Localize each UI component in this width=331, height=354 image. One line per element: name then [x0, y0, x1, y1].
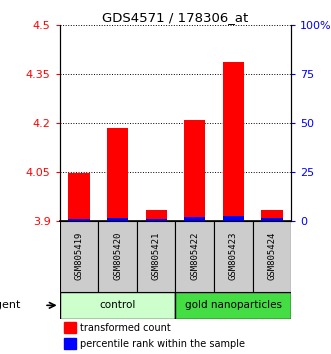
- Bar: [253, 221, 291, 292]
- Text: control: control: [99, 300, 136, 310]
- Bar: [184, 120, 205, 221]
- Bar: [64, 338, 76, 349]
- Bar: [98, 221, 137, 292]
- Title: GDS4571 / 178306_at: GDS4571 / 178306_at: [102, 11, 249, 24]
- Text: GSM805421: GSM805421: [152, 232, 161, 280]
- Text: agent: agent: [0, 300, 21, 310]
- Bar: [68, 173, 89, 221]
- Text: GSM805423: GSM805423: [229, 232, 238, 280]
- Bar: [146, 219, 167, 221]
- Bar: [68, 218, 89, 221]
- Bar: [64, 322, 76, 333]
- Text: GSM805424: GSM805424: [267, 232, 276, 280]
- Bar: [60, 292, 175, 319]
- Bar: [261, 210, 283, 221]
- Bar: [223, 216, 244, 221]
- Bar: [223, 62, 244, 221]
- Bar: [175, 292, 291, 319]
- Bar: [214, 221, 253, 292]
- Bar: [107, 218, 128, 221]
- Text: gold nanoparticles: gold nanoparticles: [185, 300, 282, 310]
- Text: percentile rank within the sample: percentile rank within the sample: [80, 338, 245, 349]
- Text: GSM805422: GSM805422: [190, 232, 199, 280]
- Bar: [107, 128, 128, 221]
- Text: transformed count: transformed count: [80, 323, 171, 333]
- Bar: [184, 217, 205, 221]
- Bar: [175, 221, 214, 292]
- Text: GSM805419: GSM805419: [74, 232, 83, 280]
- Bar: [137, 221, 175, 292]
- Text: GSM805420: GSM805420: [113, 232, 122, 280]
- Bar: [146, 210, 167, 221]
- Bar: [261, 218, 283, 221]
- Bar: [60, 221, 98, 292]
